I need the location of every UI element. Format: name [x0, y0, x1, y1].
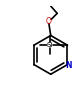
Text: Si: Si — [47, 42, 53, 48]
Text: O: O — [46, 17, 52, 26]
Text: N: N — [65, 61, 72, 70]
